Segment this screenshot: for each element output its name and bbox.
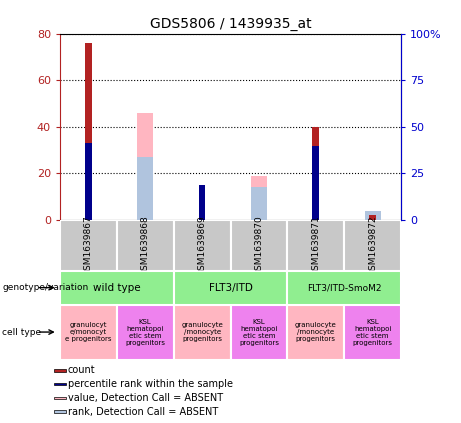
Text: KSL
hematopoi
etic stem
progenitors: KSL hematopoi etic stem progenitors [239, 319, 279, 346]
Text: FLT3/ITD: FLT3/ITD [208, 283, 253, 293]
Text: GSM1639870: GSM1639870 [254, 215, 263, 276]
Bar [54, 397, 65, 399]
Bar [344, 305, 401, 360]
Bar [85, 143, 92, 220]
Bar [60, 305, 117, 360]
Text: KSL
hematopoi
etic stem
progenitors: KSL hematopoi etic stem progenitors [353, 319, 393, 346]
Text: granulocyt
e/monocyt
e progenitors: granulocyt e/monocyt e progenitors [65, 322, 112, 342]
Bar [54, 369, 65, 371]
Bar [365, 211, 381, 220]
Bar [344, 220, 401, 271]
Bar [54, 383, 65, 385]
Text: genotype/variation: genotype/variation [2, 283, 89, 292]
Text: cell type: cell type [2, 327, 41, 337]
Text: GSM1639869: GSM1639869 [198, 215, 207, 276]
Bar [287, 305, 344, 360]
Text: GSM1639868: GSM1639868 [141, 215, 150, 276]
Text: percentile rank within the sample: percentile rank within the sample [68, 379, 233, 389]
Bar [174, 220, 230, 271]
Text: wild type: wild type [93, 283, 141, 293]
Text: rank, Detection Call = ABSENT: rank, Detection Call = ABSENT [68, 407, 218, 417]
Bar [117, 220, 174, 271]
Bar [313, 146, 319, 220]
Bar [313, 127, 319, 220]
Bar [251, 176, 267, 220]
Bar [369, 215, 376, 220]
Bar [54, 410, 65, 413]
Text: GSM1639872: GSM1639872 [368, 215, 377, 276]
Text: FLT3/ITD-SmoM2: FLT3/ITD-SmoM2 [307, 283, 381, 292]
Bar [251, 187, 267, 220]
Bar [230, 220, 287, 271]
Bar [60, 220, 117, 271]
Text: value, Detection Call = ABSENT: value, Detection Call = ABSENT [68, 393, 223, 403]
Bar [287, 271, 401, 305]
Bar [287, 220, 344, 271]
Text: granulocyte
/monocyte
progenitors: granulocyte /monocyte progenitors [295, 322, 337, 342]
Title: GDS5806 / 1439935_at: GDS5806 / 1439935_at [150, 17, 311, 31]
Bar [174, 271, 287, 305]
Text: GSM1639867: GSM1639867 [84, 215, 93, 276]
Text: GSM1639871: GSM1639871 [311, 215, 320, 276]
Bar [85, 43, 92, 220]
Text: KSL
hematopoi
etic stem
progenitors: KSL hematopoi etic stem progenitors [125, 319, 165, 346]
Text: granulocyte
/monocyte
progenitors: granulocyte /monocyte progenitors [181, 322, 223, 342]
Bar [230, 305, 287, 360]
Bar [60, 271, 174, 305]
Bar [199, 185, 206, 220]
Bar [199, 185, 206, 220]
Bar [137, 157, 153, 220]
Text: count: count [68, 365, 95, 375]
Bar [117, 305, 174, 360]
Bar [137, 113, 153, 220]
Bar [174, 305, 230, 360]
